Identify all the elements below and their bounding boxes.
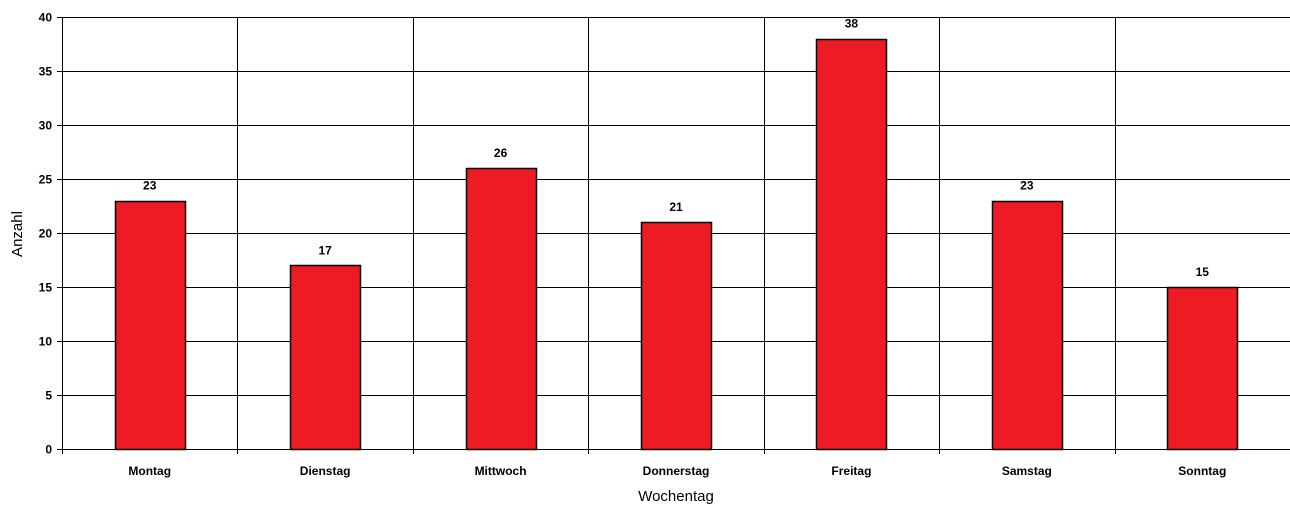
x-tick-label: Donnerstag <box>643 464 710 478</box>
data-label: 23 <box>1020 179 1034 193</box>
bar-freitag <box>815 38 888 451</box>
x-tick-label: Sonntag <box>1178 464 1226 478</box>
x-tick-label: Samstag <box>1002 464 1052 478</box>
y-tick-labels: 0 5 10 15 20 25 30 35 40 <box>39 11 53 457</box>
x-tick-label: Montag <box>128 464 171 478</box>
y-tick-label: 40 <box>39 11 53 25</box>
bar-dienstag <box>289 264 362 451</box>
y-tick-label: 15 <box>39 281 53 295</box>
bar-samstag <box>991 200 1064 451</box>
bar-donnerstag <box>640 221 713 451</box>
data-label: 15 <box>1196 265 1210 279</box>
x-tick-label: Mittwoch <box>475 464 527 478</box>
x-tick-label: Freitag <box>831 464 871 478</box>
y-tick-label: 5 <box>45 389 52 403</box>
data-label: 21 <box>669 200 683 214</box>
bars <box>114 38 1239 451</box>
bar-mittwoch <box>465 167 538 451</box>
data-label: 38 <box>845 17 859 31</box>
y-tick-label: 30 <box>39 119 53 133</box>
y-tick-label: 25 <box>39 173 53 187</box>
data-label: 23 <box>143 179 157 193</box>
y-tick-label: 35 <box>39 65 53 79</box>
y-tick-label: 10 <box>39 335 53 349</box>
x-tick-labels: Montag Dienstag Mittwoch Donnerstag Freitag S… <box>128 464 1226 478</box>
bar-montag <box>114 200 187 451</box>
data-label: 17 <box>318 243 332 257</box>
y-tick-label: 0 <box>45 443 52 457</box>
data-label: 26 <box>494 146 508 160</box>
y-axis-title: Anzahl <box>9 211 26 257</box>
x-axis-title: Wochentag <box>638 488 714 505</box>
bar-sonntag <box>1166 286 1239 451</box>
data-labels: 23 17 26 21 38 23 15 <box>143 17 1209 279</box>
y-tick-label: 20 <box>39 227 53 241</box>
x-tick-label: Dienstag <box>300 464 351 478</box>
